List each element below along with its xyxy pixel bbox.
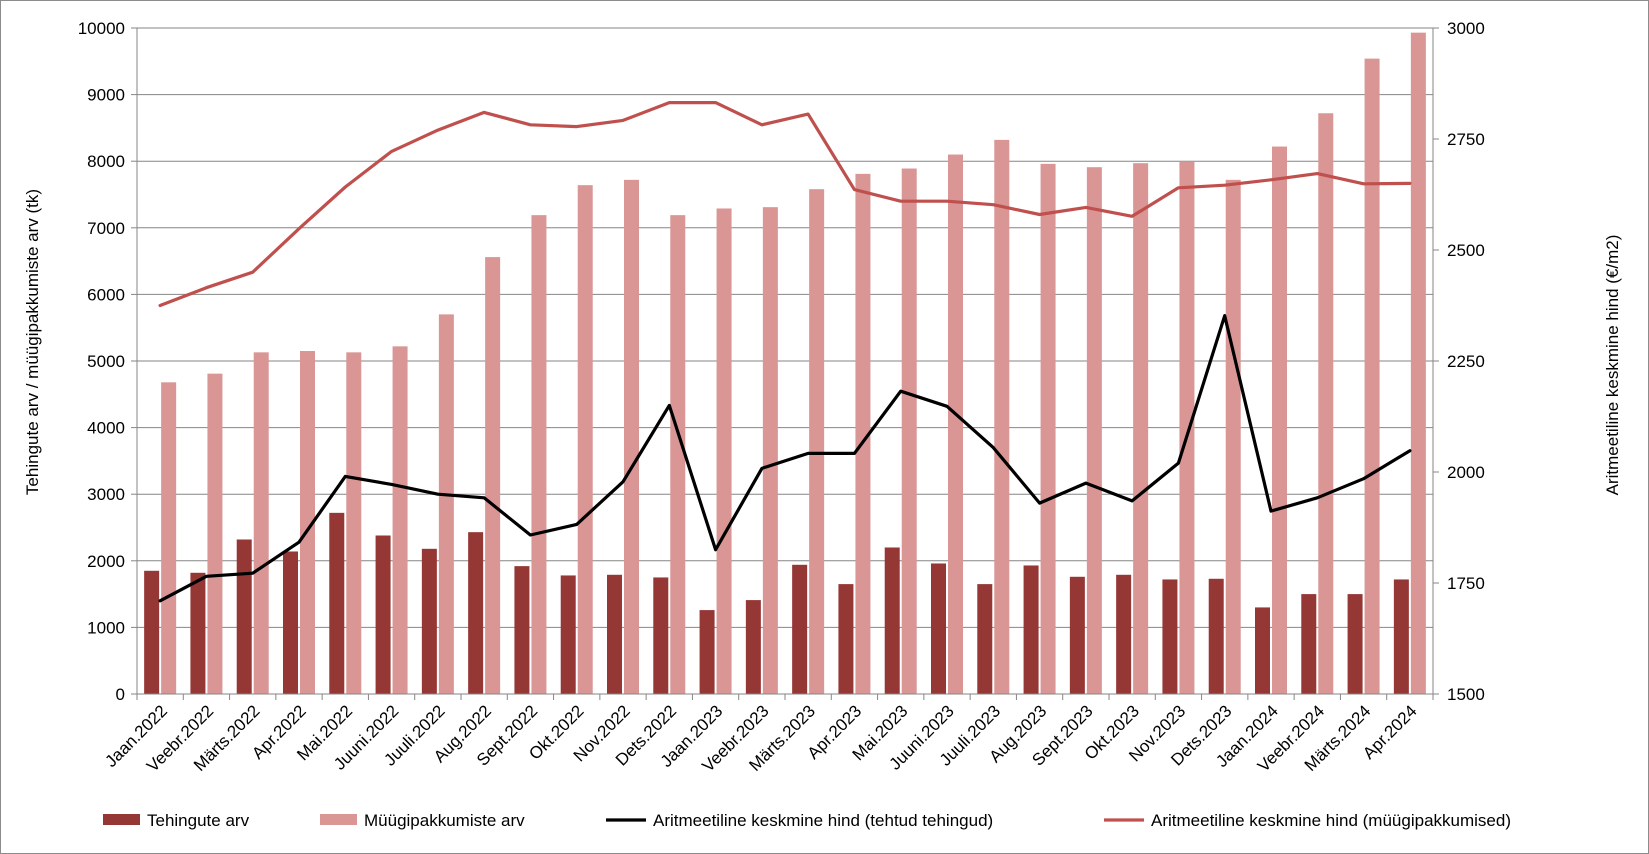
bar-myygipakkumiste-arv: [485, 257, 501, 694]
bar-tehingute-arv: [1255, 607, 1270, 694]
bar-tehingute-arv: [838, 584, 854, 694]
left-axis-tick-label: 1000: [87, 618, 125, 637]
bar-tehingute-arv: [1069, 576, 1085, 694]
right-axis-tick-label: 1750: [1447, 574, 1485, 593]
bar-myygipakkumiste-arv: [392, 346, 408, 694]
legend-swatch: [103, 814, 140, 825]
bar-tehingute-arv: [514, 566, 530, 694]
bar-tehingute-arv: [144, 570, 160, 694]
bar-tehingute-arv: [190, 572, 206, 694]
left-axis-tick-label: 7000: [87, 219, 125, 238]
bar-myygipakkumiste-arv: [1179, 161, 1195, 695]
bar-myygipakkumiste-arv: [1410, 32, 1426, 695]
bar-myygipakkumiste-arv: [948, 154, 963, 695]
bar-tehingute-arv: [792, 564, 808, 694]
bar-myygipakkumiste-arv: [855, 173, 871, 694]
bar-myygipakkumiste-arv: [809, 189, 825, 694]
line-hind-myygipakkumised: [158, 100, 1412, 308]
right-axis-tick-label: 3000: [1447, 19, 1485, 38]
bar-tehingute-arv: [1301, 594, 1317, 694]
bar-tehingute-arv: [236, 539, 252, 694]
legend-item-hind-myygipakkumised: Aritmeetiline keskmine hind (müügipakkum…: [1151, 811, 1511, 830]
bar-tehingute-arv: [653, 577, 669, 694]
bar-tehingute-arv: [560, 575, 576, 694]
legend-item-myygipakkumiste-arv: Müügipakkumiste arv: [364, 811, 525, 830]
bar-myygipakkumiste-arv: [531, 215, 547, 694]
legend-item-tehingute-arv: Tehingute arv: [147, 811, 250, 830]
bar-myygipakkumiste-arv: [1040, 163, 1056, 694]
left-axis-tick-label: 8000: [87, 152, 125, 171]
bar-tehingute-arv: [329, 512, 345, 694]
right-axis-tick-label: 2250: [1447, 352, 1485, 371]
bar-tehingute-arv: [884, 547, 900, 694]
bar-myygipakkumiste-arv: [1364, 58, 1380, 695]
bar-myygipakkumiste-arv: [1225, 179, 1241, 694]
left-axis-tick-label: 3000: [87, 485, 125, 504]
bar-myygipakkumiste-arv: [161, 382, 177, 694]
bar-myygipakkumiste-arv: [577, 185, 593, 694]
bar-tehingute-arv: [977, 584, 993, 694]
bar-myygipakkumiste-arv: [994, 139, 1010, 694]
right-axis-tick-label: 2500: [1447, 241, 1485, 260]
bar-myygipakkumiste-arv: [1318, 113, 1334, 695]
bar-tehingute-arv: [421, 548, 437, 694]
bar-myygipakkumiste-arv: [346, 352, 362, 694]
bar-myygipakkumiste-arv: [1086, 167, 1102, 695]
right-axis-tick-label: 1500: [1447, 685, 1485, 704]
bar-series: [144, 32, 1426, 695]
bar-tehingute-arv: [1162, 579, 1178, 694]
legend-item-hind-tehtud-tehingud: Aritmeetiline keskmine hind (tehtud tehi…: [653, 811, 993, 830]
bar-tehingute-arv: [375, 535, 391, 694]
bar-myygipakkumiste-arv: [207, 373, 223, 694]
right-axis-title: Aritmeetiline keskmine hind (€/m2): [1603, 235, 1622, 496]
left-axis-tick-label: 4000: [87, 419, 125, 438]
line-hind-tehtud-tehingud: [158, 314, 1412, 603]
bar-tehingute-arv: [607, 574, 622, 694]
bar-myygipakkumiste-arv: [1272, 146, 1287, 695]
left-axis-tick-labels: 0 1000 2000 3000 4000 5000 6000 7000 8000 9000 100…: [78, 19, 125, 704]
bar-myygipakkumiste-arv: [762, 207, 778, 695]
left-axis-title: Tehingute arv / müügipakkumiste arv (tk): [23, 189, 42, 495]
bar-tehingute-arv: [699, 610, 715, 694]
bar-tehingute-arv: [745, 600, 761, 694]
bar-tehingute-arv: [1347, 594, 1363, 694]
bar-tehingute-arv: [1393, 579, 1409, 694]
left-axis-tick-label: 5000: [87, 352, 125, 371]
bar-tehingute-arv: [1116, 574, 1132, 694]
bar-myygipakkumiste-arv: [1133, 163, 1149, 694]
left-axis-tick-label: 9000: [87, 86, 125, 105]
axes: [131, 27, 1439, 700]
bar-myygipakkumiste-arv: [438, 314, 454, 694]
bar-tehingute-arv: [1023, 565, 1039, 694]
bar-myygipakkumiste-arv: [670, 215, 686, 694]
bar-tehingute-arv: [283, 551, 298, 694]
right-axis-tick-label: 2750: [1447, 130, 1485, 149]
bar-tehingute-arv: [468, 532, 484, 694]
bar-myygipakkumiste-arv: [716, 208, 732, 694]
left-axis-tick-label: 10000: [78, 19, 125, 38]
legend-swatch: [320, 814, 357, 825]
left-axis-tick-label: 2000: [87, 552, 125, 571]
bar-tehingute-arv: [1208, 578, 1224, 694]
legend: Tehingute arv Müügipakkumiste arv Aritmeet…: [103, 811, 1511, 830]
right-axis-tick-label: 2000: [1447, 463, 1485, 482]
left-axis-tick-label: 6000: [87, 285, 125, 304]
bar-myygipakkumiste-arv: [253, 352, 269, 694]
bar-myygipakkumiste-arv: [901, 168, 917, 694]
line-series: [158, 100, 1412, 603]
bar-myygipakkumiste-arv: [300, 351, 315, 694]
bar-myygipakkumiste-arv: [624, 179, 639, 694]
bar-tehingute-arv: [931, 563, 946, 694]
right-axis-tick-labels: 1500 1750 2000 2250 2500 2750 3000: [1447, 19, 1485, 704]
left-axis-tick-label: 0: [116, 685, 125, 704]
